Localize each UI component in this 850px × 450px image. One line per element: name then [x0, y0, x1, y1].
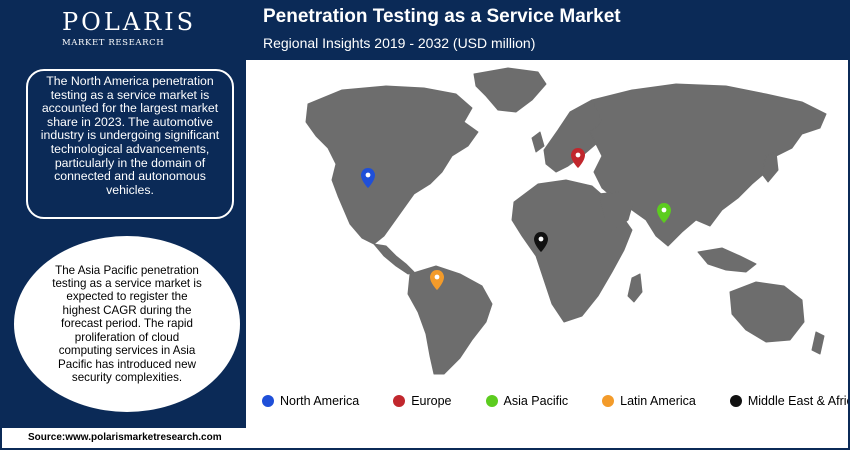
footer-band [0, 428, 850, 450]
landmass-arabia [597, 191, 633, 231]
landmass-asia [589, 83, 827, 247]
landmass-africa [511, 179, 633, 323]
landmass-greenland [473, 67, 547, 113]
landmass-new-zealand [811, 331, 825, 355]
asia-pacific-insight-box: The Asia Pacific penetration testing as … [14, 236, 240, 412]
legend-label: Middle East & Africa [747, 394, 850, 408]
legend-dot-north-america [262, 395, 274, 407]
page-title: Penetration Testing as a Service Market [263, 6, 621, 27]
legend-item-middle-east-africa: Middle East & Africa [729, 394, 850, 408]
landmass-central-america [373, 243, 415, 275]
landmass-australia [729, 281, 805, 343]
legend-dot-middle-east-africa [729, 395, 742, 407]
legend-label: Europe [411, 394, 452, 408]
page-subtitle: Regional Insights 2019 - 2032 (USD milli… [263, 35, 536, 51]
polaris-logo: POLARIS MARKET RESEARCH [62, 8, 193, 52]
landmass-southeast-asia [697, 247, 757, 273]
legend-item-europe: Europe [393, 394, 452, 408]
logo-wordmark: POLARIS [62, 8, 197, 36]
north-america-insight-text: The North America penetration testing as… [40, 74, 220, 197]
legend-item-north-america: North America [262, 394, 359, 408]
legend-label: Asia Pacific [503, 394, 569, 408]
landmass-japan [761, 151, 779, 183]
north-america-insight-box: The North America penetration testing as… [26, 69, 234, 219]
legend-item-latin-america: Latin America [602, 394, 696, 408]
pin-north-america[interactable] [361, 168, 375, 188]
pin-europe[interactable] [571, 148, 585, 168]
pin-asia-pacific[interactable] [657, 203, 671, 223]
world-landmass [305, 67, 827, 375]
landmass-north-america [305, 85, 479, 245]
pin-latin-america[interactable] [430, 270, 444, 290]
legend-dot-latin-america [602, 395, 615, 407]
asia-pacific-insight-text: The Asia Pacific penetration testing as … [52, 263, 202, 384]
legend-dot-europe [393, 395, 406, 407]
landmass-madagascar [627, 273, 643, 303]
landmass-uk [531, 131, 545, 153]
landmass-south-america [407, 265, 493, 375]
legend-label: Latin America [620, 394, 696, 408]
pin-middle-east-africa[interactable] [534, 232, 548, 252]
header-band [0, 0, 850, 60]
legend-dot-asia-pacific [485, 395, 498, 407]
logo-tagline: MARKET RESEARCH [62, 38, 165, 48]
legend-label: North America [280, 394, 360, 408]
legend-item-asia-pacific: Asia Pacific [485, 394, 569, 408]
source-text: Source:www.polarismarketresearch.com [28, 432, 222, 443]
map-legend: North America Europe Asia Pacific Latin … [262, 392, 850, 410]
world-map [305, 67, 827, 375]
